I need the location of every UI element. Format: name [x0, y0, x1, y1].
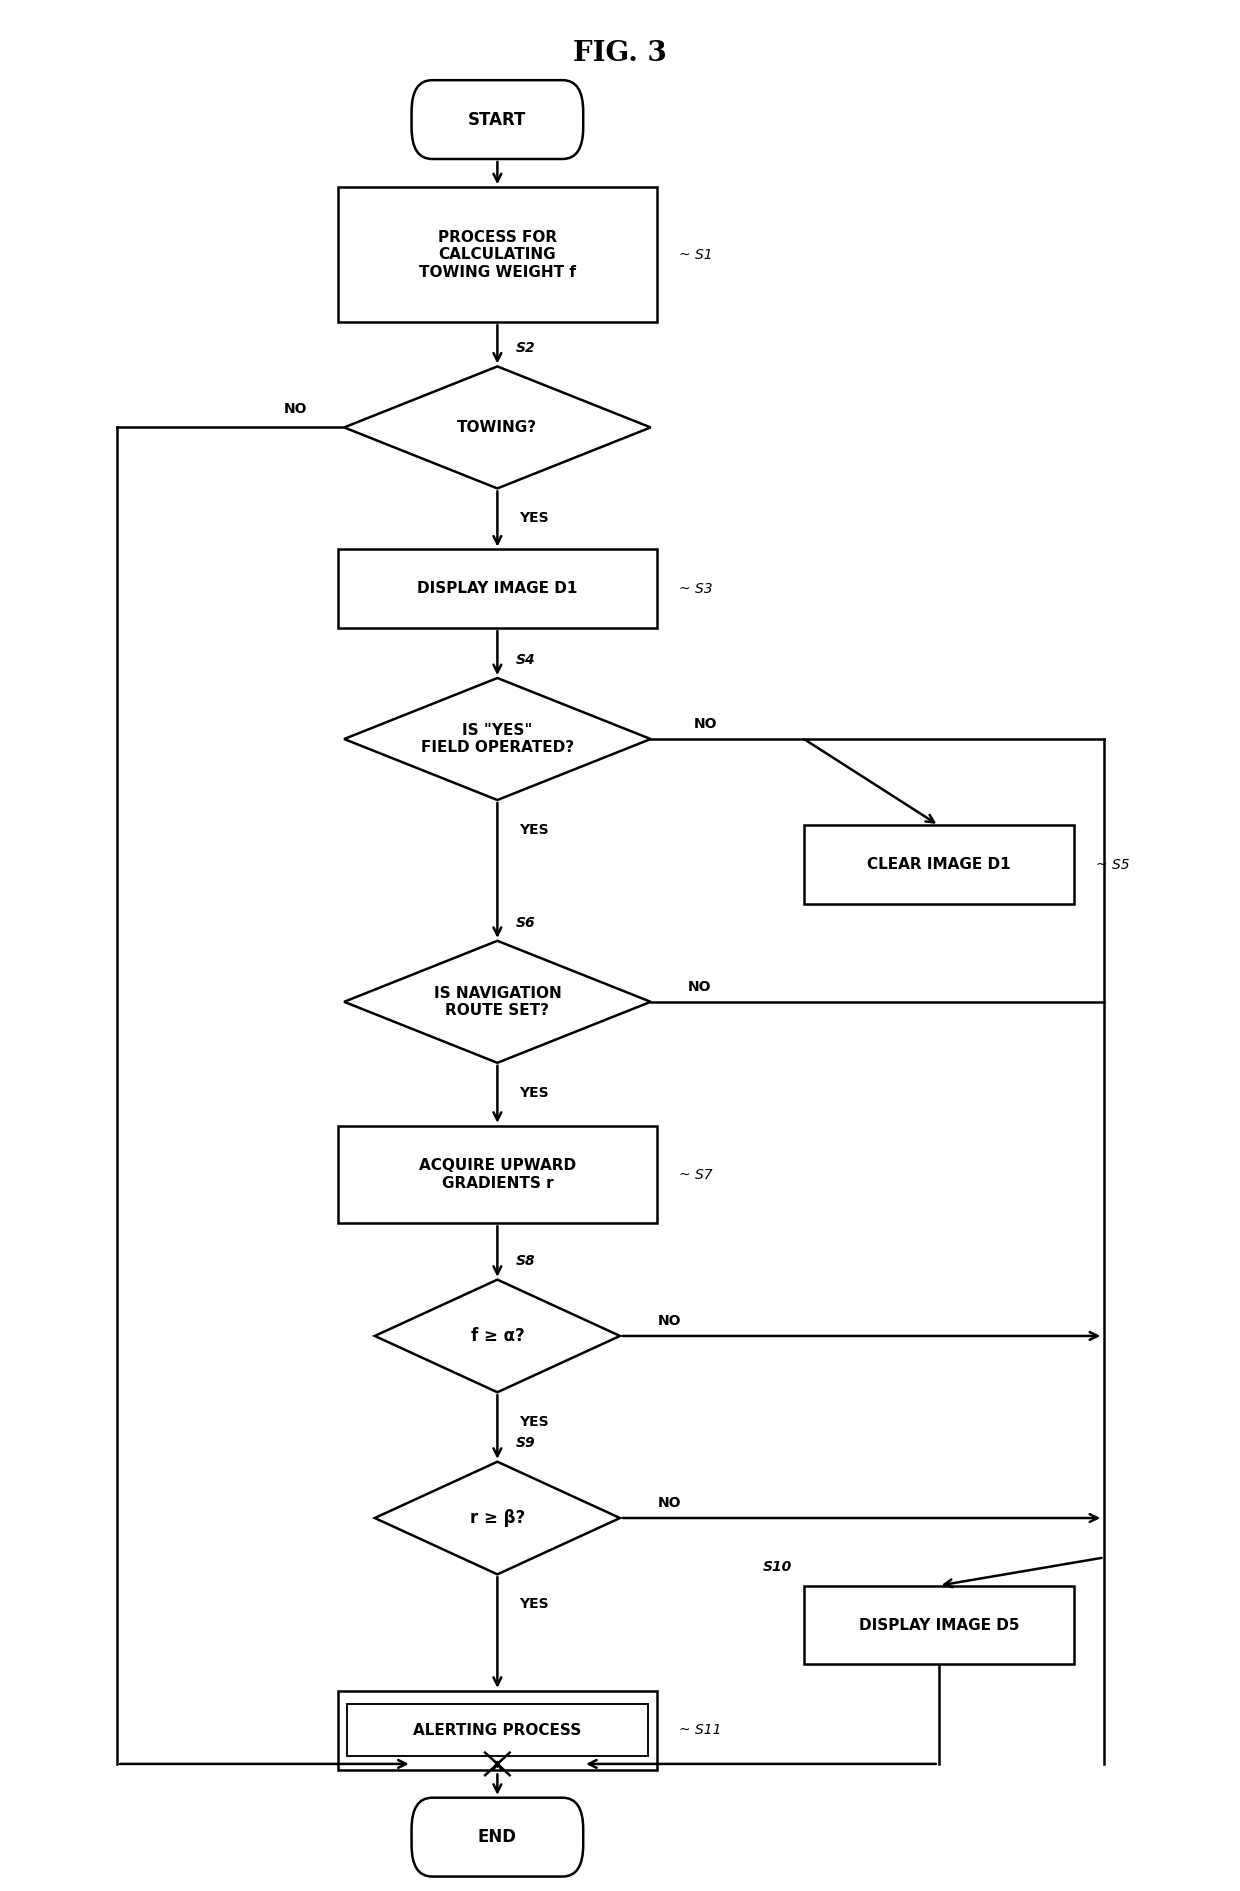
Text: S9: S9: [516, 1437, 536, 1450]
Text: END: END: [477, 1829, 517, 1846]
Bar: [339, 550, 657, 628]
Text: DISPLAY IMAGE D5: DISPLAY IMAGE D5: [858, 1617, 1019, 1632]
Polygon shape: [345, 679, 651, 800]
Text: YES: YES: [520, 1414, 549, 1430]
Text: ~ S7: ~ S7: [678, 1167, 713, 1182]
Polygon shape: [374, 1280, 620, 1392]
Text: IS "YES"
FIELD OPERATED?: IS "YES" FIELD OPERATED?: [420, 722, 574, 755]
Text: S6: S6: [516, 915, 536, 930]
Polygon shape: [345, 367, 651, 488]
FancyBboxPatch shape: [412, 1798, 583, 1876]
Text: r ≥ β?: r ≥ β?: [470, 1509, 525, 1528]
Text: ~ S3: ~ S3: [678, 582, 713, 596]
Text: S2: S2: [516, 340, 536, 356]
Text: YES: YES: [520, 1598, 549, 1611]
Text: S4: S4: [516, 652, 536, 668]
Text: TOWING?: TOWING?: [458, 420, 537, 435]
FancyBboxPatch shape: [412, 79, 583, 159]
Text: ~ S5: ~ S5: [1096, 859, 1130, 872]
Text: CLEAR IMAGE D1: CLEAR IMAGE D1: [867, 857, 1011, 872]
Text: PROCESS FOR
CALCULATING
TOWING WEIGHT f: PROCESS FOR CALCULATING TOWING WEIGHT f: [419, 231, 575, 280]
Bar: [339, 1691, 657, 1770]
Text: NO: NO: [283, 401, 306, 416]
Text: IS NAVIGATION
ROUTE SET?: IS NAVIGATION ROUTE SET?: [434, 985, 562, 1017]
Bar: [339, 187, 657, 321]
Text: NO: NO: [657, 1314, 681, 1327]
Text: YES: YES: [520, 1085, 549, 1101]
Text: ALERTING PROCESS: ALERTING PROCESS: [413, 1723, 582, 1738]
Text: NO: NO: [657, 1496, 681, 1511]
Text: f ≥ α?: f ≥ α?: [470, 1327, 525, 1345]
Text: ~ S1: ~ S1: [678, 248, 713, 261]
Text: YES: YES: [520, 823, 549, 838]
Text: YES: YES: [520, 511, 549, 526]
Text: NO: NO: [694, 717, 718, 732]
Text: ~ S11: ~ S11: [678, 1723, 722, 1738]
Text: S8: S8: [516, 1254, 536, 1269]
Text: ACQUIRE UPWARD
GRADIENTS r: ACQUIRE UPWARD GRADIENTS r: [419, 1159, 575, 1191]
Text: FIG. 3: FIG. 3: [573, 40, 667, 68]
Bar: [339, 1125, 657, 1223]
Polygon shape: [345, 942, 651, 1063]
Polygon shape: [374, 1462, 620, 1575]
Text: S10: S10: [763, 1560, 791, 1575]
Text: DISPLAY IMAGE D1: DISPLAY IMAGE D1: [417, 581, 578, 596]
Text: START: START: [469, 110, 527, 129]
Text: NO: NO: [688, 980, 712, 995]
Bar: [804, 824, 1074, 904]
Bar: [804, 1585, 1074, 1664]
Bar: [346, 1704, 649, 1757]
